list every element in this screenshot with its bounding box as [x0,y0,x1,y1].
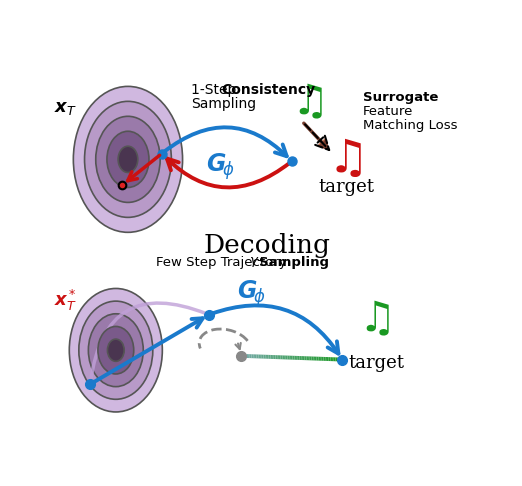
Text: ♫: ♫ [291,80,329,122]
Ellipse shape [98,327,134,374]
Ellipse shape [108,339,124,361]
Ellipse shape [88,314,143,387]
FancyArrowPatch shape [164,127,287,156]
Ellipse shape [79,301,153,399]
Ellipse shape [85,102,171,217]
Text: Decoding: Decoding [204,233,331,258]
Ellipse shape [118,146,138,173]
Ellipse shape [96,116,160,202]
Ellipse shape [73,87,183,232]
Ellipse shape [69,289,162,412]
Text: $\boldsymbol{G}_{\!\phi}$: $\boldsymbol{G}_{\!\phi}$ [236,279,266,310]
Text: Consistency: Consistency [221,83,315,97]
Text: $\gamma$-: $\gamma$- [248,255,263,269]
Ellipse shape [107,131,149,188]
FancyArrowPatch shape [128,155,160,181]
FancyArrowPatch shape [167,158,290,188]
FancyArrowPatch shape [92,318,203,383]
FancyArrowPatch shape [211,305,338,354]
FancyArrowPatch shape [91,303,206,382]
Text: $\boldsymbol{x}_T^*$: $\boldsymbol{x}_T^*$ [54,288,77,313]
Text: Sampling: Sampling [191,97,256,111]
Text: target: target [318,178,374,196]
Text: $\boldsymbol{x}_T$: $\boldsymbol{x}_T$ [54,99,77,117]
Text: target: target [349,354,405,372]
Text: $\boldsymbol{G}_{\!\phi}$: $\boldsymbol{G}_{\!\phi}$ [206,152,235,182]
Text: Matching Loss: Matching Loss [363,119,457,132]
Text: Feature: Feature [363,105,413,118]
Text: Few Step Trajectory: Few Step Trajectory [156,256,291,269]
Text: Sampling: Sampling [259,256,329,269]
Text: ♫: ♫ [328,137,369,182]
Text: 1-Step: 1-Step [191,83,241,97]
Text: Surrogate: Surrogate [363,91,438,104]
Text: ♫: ♫ [358,297,396,339]
